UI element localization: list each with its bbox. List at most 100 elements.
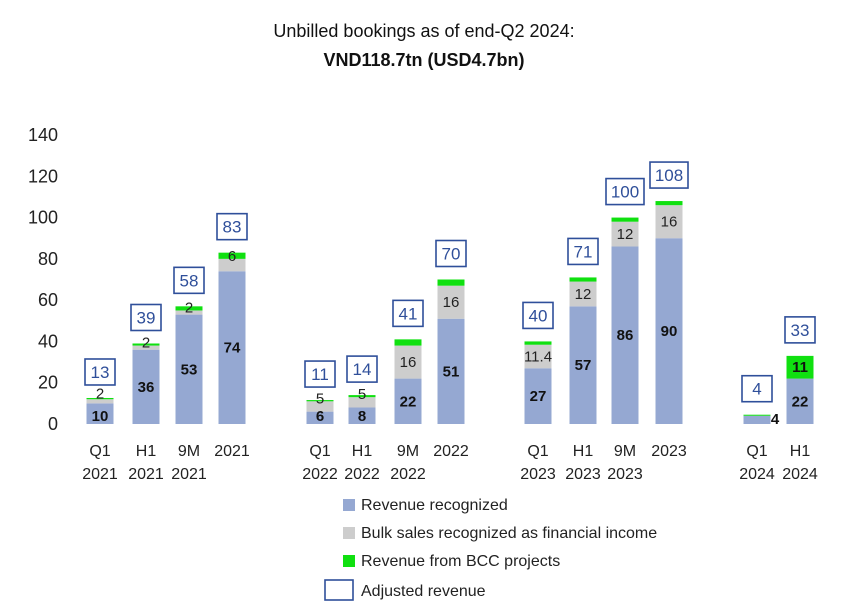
bar-segment-revenue [175,314,203,424]
legend-swatch [343,499,355,511]
label-bulk-sales: 2 [142,335,150,352]
label-bulk-sales: 16 [443,294,460,311]
legend-swatch [343,527,355,539]
label-bulk-sales: 6 [228,248,236,265]
bar-segment-bulk-sales [394,345,422,379]
adjusted-revenue-box [130,303,162,332]
label-bcc: 11 [792,359,808,376]
label-revenue-recognized: 10 [92,408,109,425]
bar-segment-bulk-sales [569,281,597,307]
bar-segment-revenue [569,306,597,424]
bar-segment-bulk-sales [132,345,160,350]
adjusted-revenue-value: 14 [353,360,372,379]
bar-segment-bcc [394,339,422,346]
bar-segment-revenue [132,349,160,424]
label-revenue-recognized: 86 [617,327,634,344]
label-revenue-recognized: 57 [575,357,592,374]
y-tick-label: 60 [38,290,58,310]
label-revenue-recognized: 22 [400,393,417,410]
chart-subtitle: VND118.7tn (USD4.7bn) [323,50,524,70]
label-bulk-sales: 12 [575,286,592,303]
adjusted-revenue-box [346,355,378,383]
bar-segment-revenue [655,238,683,424]
bar-segment-revenue [394,378,422,424]
adjusted-revenue-box [84,358,116,386]
x-category-year: 2021 [128,466,164,483]
x-category-year: 2022 [344,466,380,483]
bar-segment-revenue [437,318,465,424]
y-tick-label: 0 [48,414,58,434]
x-category-label: H1 [352,443,373,460]
label-revenue-recognized: 8 [358,408,366,425]
adjusted-revenue-box [649,161,689,189]
y-tick-label: 100 [28,208,58,228]
bar-segment-revenue [524,368,552,424]
adjusted-revenue-value: 11 [311,365,329,384]
label-bulk-sales: 16 [400,354,417,371]
label-revenue-recognized: 6 [316,408,324,425]
adjusted-revenue-value: 13 [91,363,110,382]
x-category-year: 2024 [739,466,775,483]
adjusted-revenue-box [605,177,645,206]
bar-segment-bulk-sales [655,205,683,239]
adjusted-revenue-value: 39 [137,308,156,327]
bar-segment-bcc [306,400,334,402]
adjusted-revenue-value: 41 [399,304,418,323]
x-category-label: Q1 [527,443,548,460]
adjusted-revenue-value: 83 [223,218,242,237]
label-revenue-recognized: 36 [138,379,155,396]
label-revenue-recognized: 51 [443,363,460,380]
x-category-year: 2022 [302,466,338,483]
x-category-label: 9M [614,443,636,460]
bar-segment-bcc [743,414,771,416]
chart-title: Unbilled bookings as of end-Q2 2024: [273,21,574,41]
bar-segment-revenue [306,411,334,424]
bar-segment-bulk-sales [348,397,376,408]
bar-segment-bulk-sales [218,258,246,272]
x-category-label: H1 [790,443,811,460]
x-category-label: Q1 [89,443,110,460]
x-category-year: 2023 [520,466,556,483]
label-bulk-sales: 12 [617,226,634,243]
label-bulk-sales: 2 [185,299,193,316]
adjusted-revenue-box [435,239,467,268]
x-category-label: 2023 [651,443,687,460]
y-tick-label: 20 [38,373,58,393]
label-revenue-recognized: 53 [181,361,198,378]
legend-swatch-adjusted [324,579,354,601]
label-revenue-recognized: 90 [661,323,678,340]
adjusted-revenue-box [304,360,336,388]
adjusted-revenue-box [784,316,816,344]
label-bulk-sales: 5 [358,386,366,403]
x-category-year: 2023 [607,466,643,483]
y-tick-label: 40 [38,331,58,351]
x-category-label: 9M [178,443,200,460]
label-bulk-sales: 5 [316,390,324,407]
label-revenue-recognized: 27 [530,388,547,405]
bar-segment-bcc [437,279,465,286]
adjusted-revenue-value: 71 [574,242,593,261]
adjusted-revenue-value: 40 [529,306,548,325]
bar-segment-bcc [786,355,814,379]
x-category-label: H1 [136,443,157,460]
label-bulk-sales: 11.4 [524,348,552,365]
bar-segment-bulk-sales [306,401,334,412]
bar-segment-bcc [524,341,552,345]
x-category-year: 2021 [171,466,207,483]
bar-segment-bulk-sales [437,285,465,319]
bar-segment-bulk-sales [524,344,552,369]
bar-segment-revenue [348,407,376,424]
bar-segment-revenue [743,415,771,424]
adjusted-revenue-value: 70 [442,245,461,264]
label-bulk-sales: 16 [661,214,678,231]
legend-label: Bulk sales recognized as financial incom… [361,525,657,542]
adjusted-revenue-value: 4 [752,380,761,399]
bar-segment-bcc [611,217,639,222]
x-axis: Q1 2021 H1 2021 9M 2021 2021 Q1 2022 H1 2022 9M 2022… [82,443,818,483]
adjusted-revenue-box [216,212,248,241]
adjusted-revenue-box [392,299,424,328]
bar-segment-bcc [348,395,376,398]
label-revenue-recognized: 74 [224,340,241,357]
